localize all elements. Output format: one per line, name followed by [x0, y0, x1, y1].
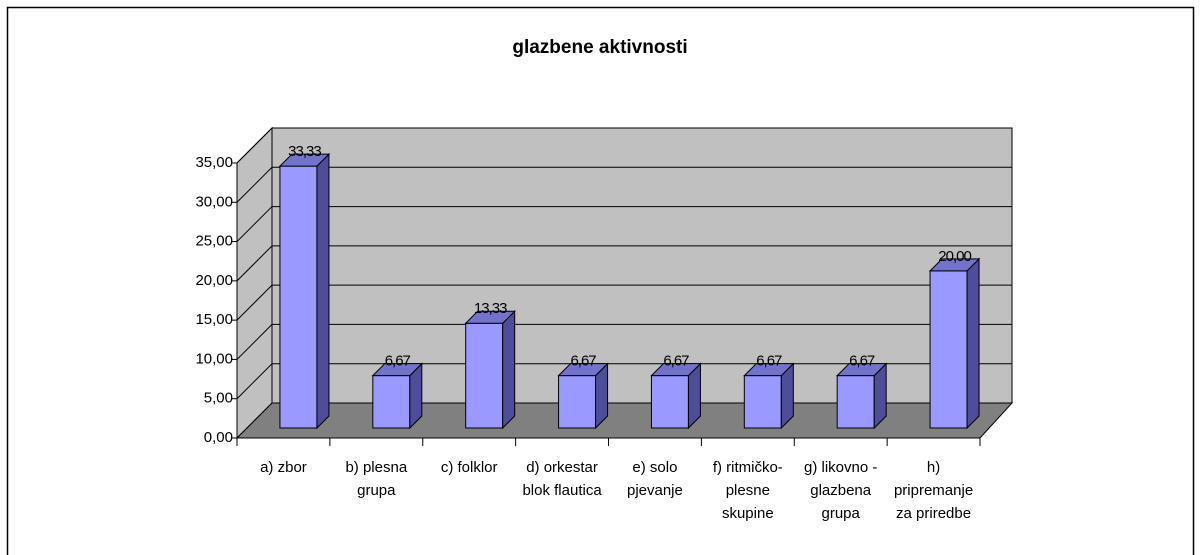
bar: [464, 310, 516, 430]
x-tick-label: h) pripremanje za priredbe: [894, 459, 973, 522]
y-tick-label: 20,00: [195, 272, 233, 289]
floor: [235, 402, 1014, 439]
bar-front: [929, 270, 968, 429]
value-label: 6,67: [570, 353, 596, 370]
bar: [928, 257, 981, 430]
value-label: 6,67: [756, 353, 782, 370]
bar-top: [371, 363, 424, 377]
grid-line: [236, 166, 1012, 203]
bar-top: [464, 310, 516, 324]
bar-front: [743, 375, 782, 429]
bar-front: [372, 375, 411, 429]
back-wall: [271, 127, 1013, 404]
x-tick-label: d) orkestar blok flautica: [522, 459, 602, 499]
value-label: 33,33: [288, 143, 321, 160]
x-tick-label: c) folklor: [441, 459, 498, 476]
y-tick-label: 5,00: [204, 390, 233, 407]
bar-top: [743, 363, 795, 377]
grid-line: [236, 284, 1012, 321]
bar-side: [966, 257, 980, 430]
value-label: 13,33: [474, 300, 507, 317]
x-tick-label: b) plesna grupa: [345, 459, 407, 499]
bar-side: [502, 310, 516, 430]
bar-front: [279, 165, 318, 429]
grid-line: [236, 127, 1012, 164]
bar: [650, 362, 702, 430]
bar-top: [928, 258, 981, 272]
bar-top: [278, 153, 331, 167]
bar-front: [558, 375, 597, 429]
bar-top: [650, 363, 702, 377]
y-tick-label: 35,00: [195, 154, 233, 171]
chart-title: glazbene aktivnosti: [512, 37, 687, 58]
bar: [371, 362, 424, 430]
bar-top: [557, 363, 609, 377]
bar-front: [650, 375, 689, 429]
bar: [743, 362, 795, 430]
bar-top: [835, 363, 888, 377]
x-tick-label: f) ritmičko-plesne skupine: [713, 459, 783, 522]
x-tick-label: e) solo pjevanje: [627, 459, 683, 499]
y-tick-label: 10,00: [195, 350, 233, 367]
x-tick-label: g) likovno -glazbena grupa: [804, 459, 877, 522]
y-tick-label: 30,00: [195, 193, 233, 210]
side-wall: [236, 126, 273, 440]
x-tick-label: a) zbor: [260, 459, 307, 476]
bar-front: [836, 375, 875, 429]
y-tick-label: 25,00: [195, 233, 233, 250]
bar: [557, 362, 609, 430]
value-label: 6,67: [663, 353, 689, 370]
grid-line: [236, 206, 1012, 242]
y-tick-label: 15,00: [195, 311, 233, 328]
value-label: 20,00: [938, 248, 971, 265]
grid-line: [236, 245, 1012, 282]
y-tick-label: 0,00: [204, 429, 233, 446]
grid-line: [236, 323, 1012, 360]
value-label: 6,67: [385, 353, 411, 370]
bar: [278, 152, 331, 430]
bar-side: [316, 152, 330, 430]
value-label: 6,67: [849, 353, 875, 370]
bar: [835, 362, 888, 430]
bar-front: [465, 322, 504, 429]
